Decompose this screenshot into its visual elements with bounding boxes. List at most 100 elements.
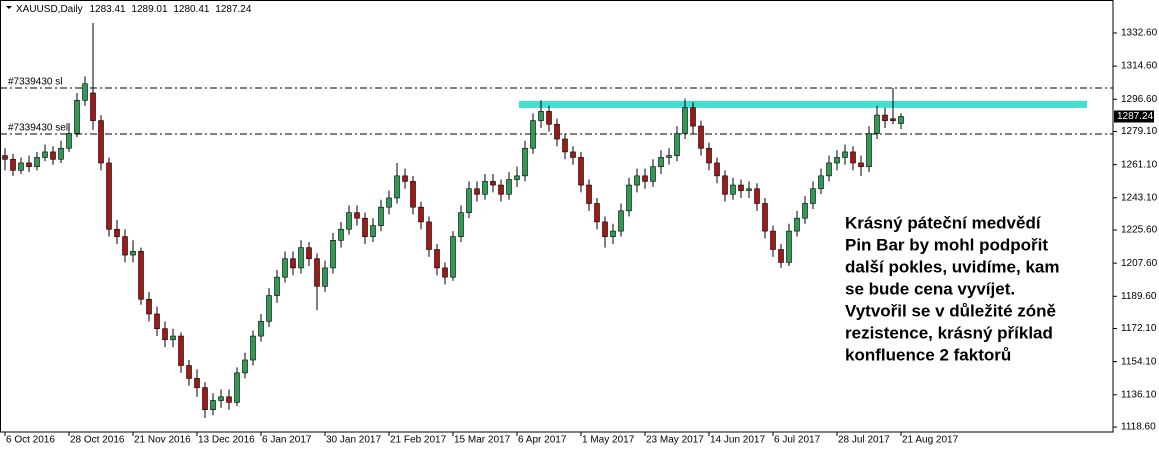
y-tick-label: 1332.60	[1121, 28, 1158, 39]
y-tick-label: 1189.60	[1121, 291, 1157, 302]
candle-body	[674, 133, 680, 156]
candle-body	[522, 147, 528, 177]
annotation-line: další pokles, uvidíme, kam	[845, 257, 1059, 276]
last-close: 1287.24	[215, 4, 252, 15]
candle-body	[770, 230, 776, 250]
x-tick-label: 13 Dec 2016	[198, 435, 255, 446]
x-tick-label: 28 Oct 2016	[70, 435, 125, 446]
candle-body	[778, 249, 784, 263]
candle-body	[642, 175, 648, 182]
y-tick-label: 1136.10	[1121, 389, 1157, 400]
candle-body	[666, 155, 672, 158]
candle-body	[130, 251, 136, 256]
candle-body	[754, 188, 760, 204]
candle-body	[570, 151, 576, 158]
x-tick-label: 1 May 2017	[582, 435, 635, 446]
y-tick-label: 1261.10	[1121, 159, 1158, 170]
candle-body	[850, 151, 856, 164]
last-open: 1283.41	[89, 4, 126, 15]
candle-body	[306, 247, 312, 260]
symbol: XAUUSD,Daily	[16, 4, 83, 15]
annotation-line: Krásný páteční medvědí	[845, 213, 1042, 232]
candle-body	[154, 313, 160, 329]
candle-body	[138, 251, 144, 300]
candle-body	[618, 210, 624, 232]
candle-body	[114, 228, 120, 237]
candle-body	[18, 162, 24, 171]
candle-body	[490, 181, 496, 186]
candle-body	[714, 162, 720, 177]
candle-body	[386, 197, 392, 208]
x-tick-label: 15 Mar 2017	[454, 435, 511, 446]
x-tick-label: 30 Jan 2017	[326, 435, 381, 446]
candle-body	[218, 396, 224, 401]
x-tick-label: 21 Feb 2017	[390, 435, 447, 446]
candle-body	[706, 147, 712, 164]
candle-body	[26, 162, 32, 167]
candle-body	[594, 203, 600, 223]
candle-body	[810, 188, 816, 204]
candle-body	[802, 203, 808, 219]
candle-body	[322, 267, 328, 287]
candle-body	[466, 188, 472, 213]
candle-body	[290, 258, 296, 269]
candle-body	[746, 188, 752, 191]
x-tick-label: 21 Aug 2017	[902, 435, 959, 446]
candle-body	[834, 157, 840, 164]
y-tick-label: 1172.10	[1121, 323, 1157, 334]
candle-body	[122, 236, 128, 256]
candle-body	[546, 111, 552, 125]
candle-body	[282, 258, 288, 278]
candle-body	[538, 111, 544, 121]
last-high: 1289.01	[131, 4, 168, 15]
candle-body	[338, 228, 344, 241]
candle-body	[458, 212, 464, 237]
annotation-line: konfluence 2 faktorů	[845, 345, 1011, 364]
candle-body	[162, 328, 168, 341]
candle-body	[314, 258, 320, 287]
candle-body	[170, 335, 176, 341]
candle-body	[370, 225, 376, 237]
candle-body	[602, 221, 608, 237]
plot-frame	[0, 0, 1114, 433]
annotation-line: Pin Bar by mohl podpořit	[845, 235, 1048, 254]
candle-body	[794, 217, 800, 232]
candle-body	[330, 240, 336, 269]
candle-body	[418, 206, 424, 223]
candle-body	[354, 212, 360, 219]
candle-body	[866, 133, 872, 167]
candle-body	[586, 184, 592, 204]
x-tick-label: 14 Jun 2017	[710, 435, 765, 446]
candle-body	[362, 217, 368, 237]
candle-body	[738, 184, 744, 191]
price-tag-bg	[1114, 110, 1154, 123]
candle-body	[346, 212, 352, 230]
candle-body	[58, 147, 64, 160]
annotation-line: rezistence, krásný příklad	[845, 323, 1053, 342]
candle-body	[874, 114, 880, 134]
candle-body	[786, 230, 792, 263]
annotation-line: Vytvořil se v důležité zóně	[845, 301, 1056, 320]
y-tick-label: 1279.10	[1121, 126, 1158, 137]
candle-body	[530, 120, 536, 149]
candle-body	[410, 181, 416, 208]
y-tick-label: 1207.60	[1121, 258, 1158, 269]
candle-body	[826, 162, 832, 177]
candle-body	[562, 138, 568, 153]
candle-body	[730, 184, 736, 195]
candle-body	[482, 181, 488, 195]
candle-body	[818, 175, 824, 190]
candle-body	[226, 396, 232, 403]
candle-body	[634, 175, 640, 186]
candle-body	[2, 155, 8, 160]
candle-body	[578, 157, 584, 186]
x-tick-label: 28 Jul 2017	[838, 435, 890, 446]
candle-body	[34, 157, 40, 167]
symbol-icon	[6, 6, 12, 9]
candle-body	[378, 206, 384, 226]
order-level-label: #7339430 sl	[8, 77, 63, 88]
candle-body	[722, 175, 728, 195]
candle-body	[474, 188, 480, 195]
candle-body	[690, 107, 696, 127]
